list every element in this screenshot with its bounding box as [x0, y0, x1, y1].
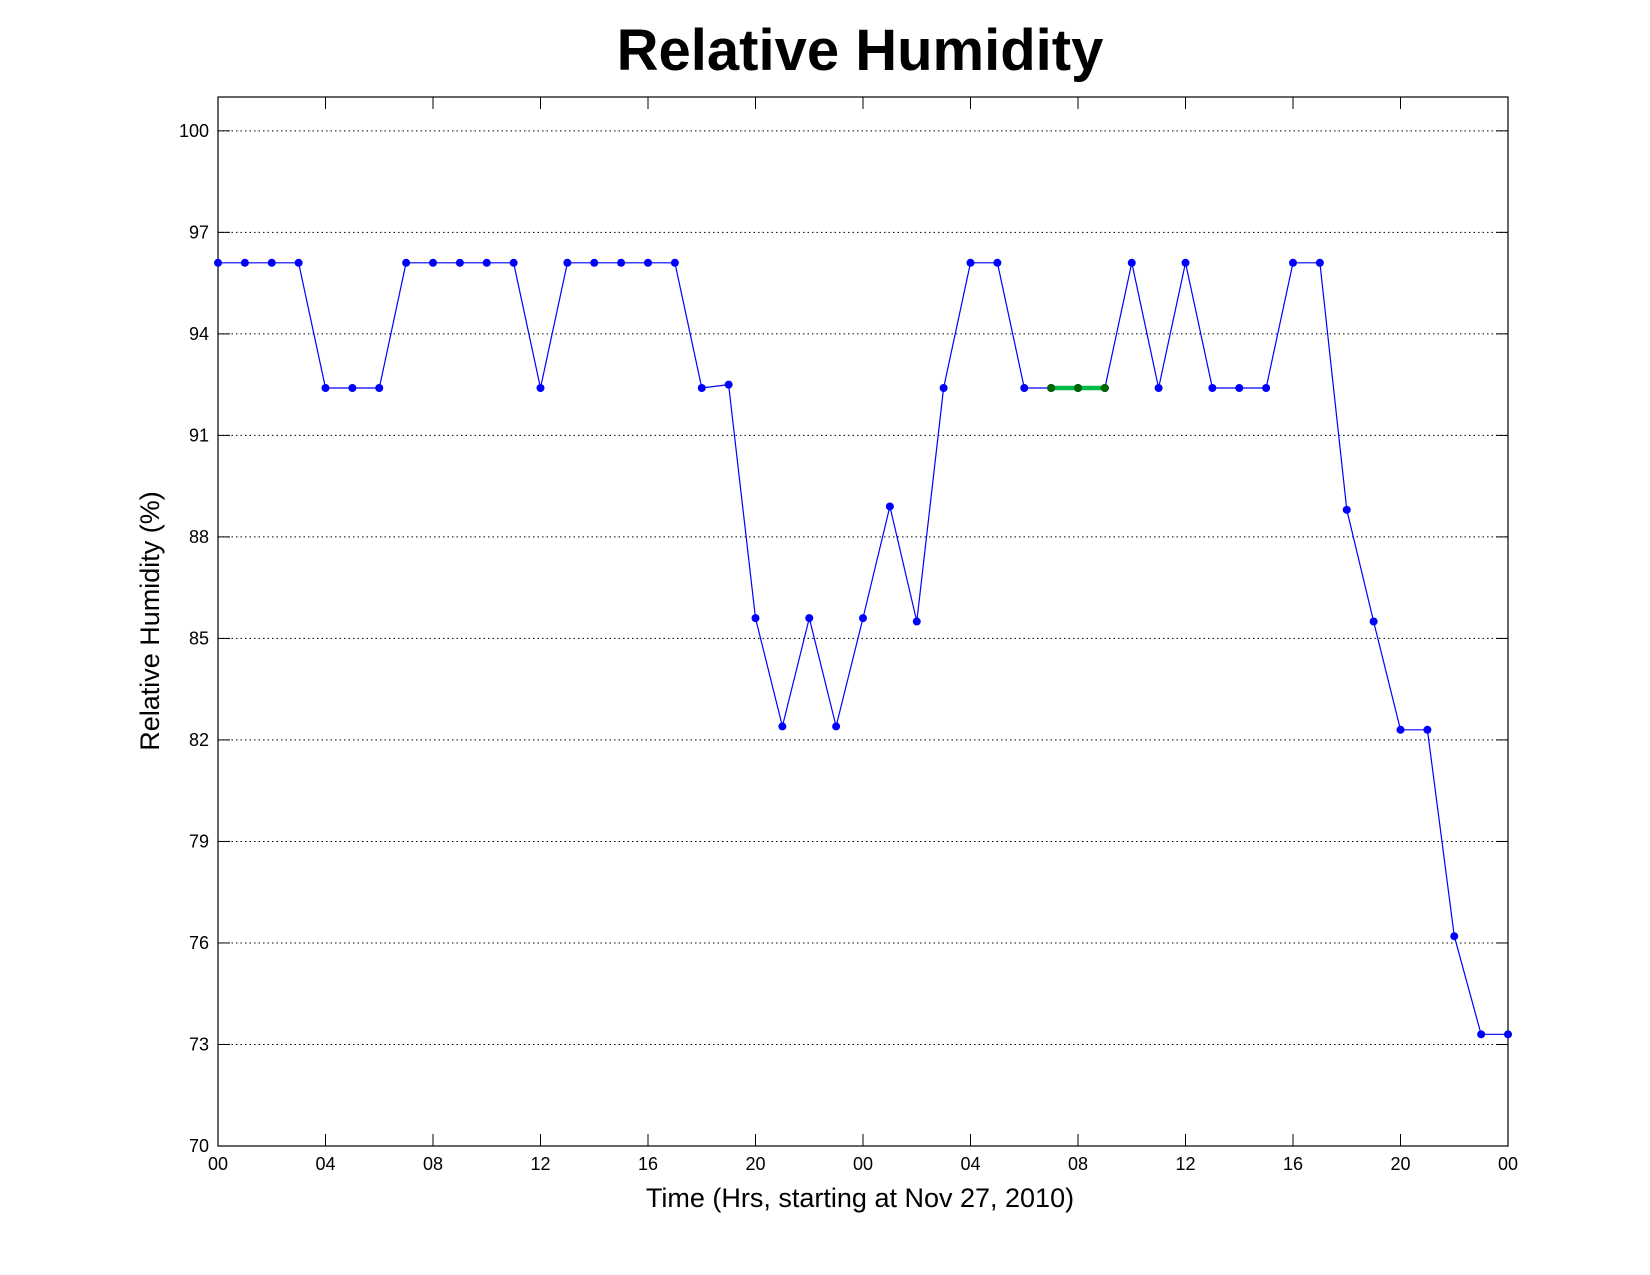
chart-title: Relative Humidity: [617, 18, 1104, 83]
data-point: [832, 722, 841, 731]
y-tick-label: 88: [189, 527, 209, 547]
x-tick-label: 00: [208, 1154, 228, 1174]
data-point: [1100, 384, 1109, 393]
data-point: [563, 258, 572, 267]
data-point: [966, 258, 975, 267]
data-point: [670, 258, 679, 267]
data-point: [240, 258, 249, 267]
data-point: [859, 614, 867, 623]
x-tick-label: 04: [960, 1154, 980, 1174]
data-point: [885, 502, 894, 511]
data-point: [1315, 258, 1324, 267]
plot-area-frame: [217, 96, 1509, 1147]
data-point: [778, 722, 787, 731]
x-tick-labels: 00 04 08 12 16 20 00 04 08 12 16 20 00: [208, 1154, 1518, 1174]
x-tick-label: 00: [853, 1154, 873, 1174]
data-point: [1262, 384, 1271, 393]
y-tick-label: 70: [189, 1136, 209, 1156]
data-point: [590, 258, 599, 267]
x-axis-label: Time (Hrs, starting at Nov 27, 2010): [646, 1183, 1074, 1213]
y-tick-label: 79: [189, 831, 209, 851]
data-point: [375, 384, 384, 393]
data-point: [1074, 384, 1082, 393]
y-axis-label: Relative Humidity (%): [135, 491, 165, 751]
data-point: [482, 258, 491, 267]
x-tick-label: 12: [530, 1154, 550, 1174]
data-point: [267, 258, 276, 267]
x-tick-label: 12: [1175, 1154, 1195, 1174]
data-point: [697, 384, 706, 393]
data-point: [617, 258, 626, 267]
data-point: [348, 384, 357, 393]
y-tick-label: 94: [189, 324, 209, 344]
y-tick-label: 91: [189, 425, 209, 445]
data-point: [912, 617, 921, 626]
data-point: [1477, 1030, 1486, 1039]
data-point: [1127, 258, 1136, 267]
x-tick-label: 16: [1283, 1154, 1303, 1174]
data-point: [294, 258, 303, 267]
data-point: [1154, 384, 1163, 393]
x-tick-label: 16: [638, 1154, 658, 1174]
data-point: [536, 384, 545, 393]
y-tick-label: 76: [189, 933, 209, 953]
data-point: [509, 258, 518, 267]
data-point: [993, 258, 1002, 267]
data-point: [1396, 725, 1405, 734]
data-point: [402, 258, 411, 267]
y-tick-label: 85: [189, 628, 209, 648]
data-point: [1423, 725, 1432, 734]
data-point: [321, 384, 330, 393]
gridlines: [218, 130, 1508, 1045]
data-point: [1450, 932, 1459, 941]
x-tick-label: 08: [1068, 1154, 1088, 1174]
y-tick-label: 73: [189, 1034, 209, 1054]
data-point: [455, 258, 464, 267]
data-point: [1289, 258, 1297, 267]
data-point: [1235, 384, 1244, 393]
data-point: [724, 380, 733, 389]
y-tick-labels: 70 73 76 79 82 85 88 91 94 97 100: [179, 121, 209, 1156]
y-tick-label: 97: [189, 222, 209, 242]
data-point: [1020, 384, 1029, 393]
x-tick-label: 04: [315, 1154, 335, 1174]
data-point: [751, 614, 760, 623]
y-tick-label: 82: [189, 730, 209, 750]
data-point: [1181, 258, 1190, 267]
y-tick-label: 100: [179, 121, 209, 141]
data-point: [1047, 384, 1056, 393]
data-series: [214, 258, 1512, 1039]
x-tick-label: 08: [423, 1154, 443, 1174]
data-point: [214, 258, 222, 267]
data-point: [1369, 617, 1378, 626]
x-tick-label: 20: [1390, 1154, 1410, 1174]
data-point: [939, 384, 948, 393]
data-point: [805, 614, 814, 623]
data-point: [1504, 1030, 1512, 1039]
x-tick-label: 00: [1498, 1154, 1518, 1174]
data-point: [1342, 505, 1351, 514]
x-tick-label: 20: [745, 1154, 765, 1174]
data-point: [1208, 384, 1217, 393]
data-point: [429, 258, 437, 267]
data-point: [644, 258, 652, 267]
